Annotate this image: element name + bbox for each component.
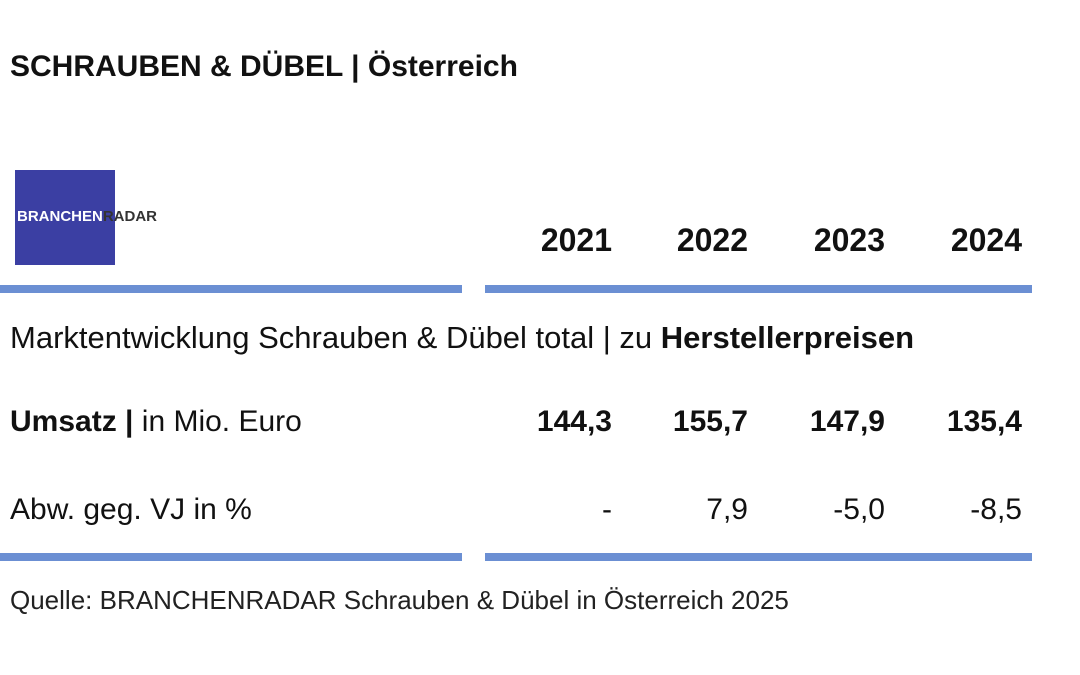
divider <box>485 553 1032 561</box>
logo-box <box>15 170 115 265</box>
row-label-bold: Umsatz | <box>10 405 134 438</box>
divider <box>485 285 1032 293</box>
cell: -8,5 <box>970 493 1022 526</box>
column-header: 2024 <box>950 222 1022 258</box>
source: Quelle: BRANCHENRADAR Schrauben & Dübel … <box>10 585 789 615</box>
row-label: Abw. geg. VJ in % <box>10 493 252 526</box>
cell: 135,4 <box>946 405 1022 438</box>
row-unit: in Mio. Euro <box>133 405 302 438</box>
row-label: Umsatz | in Mio. Euro <box>10 405 302 439</box>
cell: - <box>602 493 612 526</box>
cell: 155,7 <box>672 405 748 438</box>
divider <box>0 285 462 293</box>
cell: 7,9 <box>706 493 748 526</box>
logo-text: BRANCHEN <box>17 208 103 225</box>
column-header: 2023 <box>813 222 885 258</box>
divider <box>0 553 462 561</box>
title: SCHRAUBEN & DÜBEL | Österreich <box>10 50 518 83</box>
column-header: 2022 <box>676 222 748 258</box>
cell: -5,0 <box>833 493 885 526</box>
logo: BRANCHENRADAR <box>17 208 157 225</box>
cell: 147,9 <box>809 405 885 438</box>
column-header: 2021 <box>540 222 612 258</box>
logo-text: RADAR <box>102 208 158 225</box>
section-emphasis: Herstellerpreisen <box>660 320 915 355</box>
cell: 144,3 <box>536 405 612 438</box>
section-text: Marktentwicklung Schrauben & Dübel total… <box>10 320 661 355</box>
section-heading: Marktentwicklung Schrauben & Dübel total… <box>10 320 914 356</box>
